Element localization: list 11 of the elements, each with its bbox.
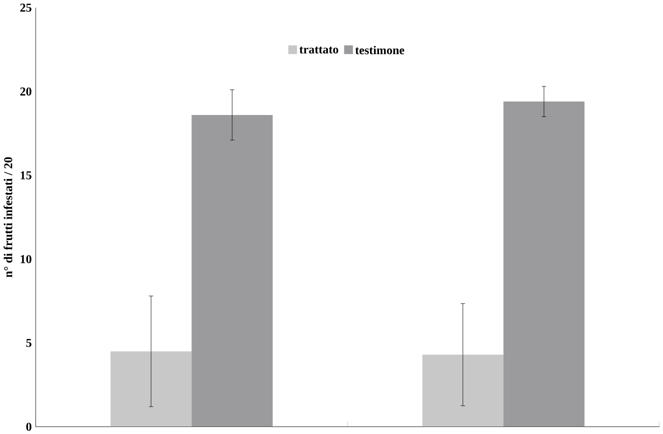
y-tick-label: 5: [26, 338, 32, 347]
bar: [192, 114, 273, 427]
y-axis-title: n° di frutti infestati / 20: [4, 157, 12, 278]
y-tick-label: 10: [20, 254, 32, 263]
y-tick-label: 25: [20, 3, 32, 12]
legend-label: trattato: [299, 46, 338, 54]
legend-label: testimone: [355, 46, 404, 54]
bar: [503, 101, 585, 427]
y-tick-label: 20: [20, 87, 32, 96]
y-tick-label: 0: [26, 422, 32, 431]
y-tick-label: 15: [20, 171, 32, 180]
